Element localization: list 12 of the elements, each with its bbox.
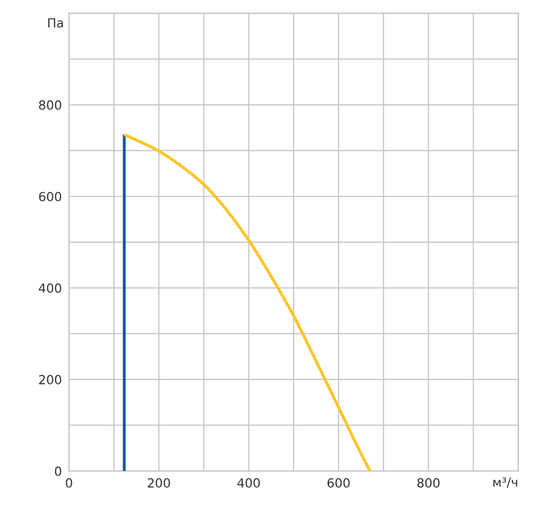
y-tick-label: 200 [39, 374, 62, 384]
y-tick-label: 600 [39, 192, 62, 202]
x-axis-title: м³/ч [493, 477, 518, 488]
y-tick-label: 0 [54, 466, 62, 476]
x-tick-label: 400 [237, 478, 260, 488]
x-tick-label: 600 [328, 478, 350, 488]
y-axis-title: Па [48, 18, 63, 28]
y-tick-label: 400 [38, 283, 62, 293]
x-tick-label: 0 [66, 478, 72, 488]
x-tick-label: 200 [148, 478, 170, 488]
x-tick-label: 800 [417, 478, 440, 488]
y-tick-label: 800 [39, 100, 62, 110]
